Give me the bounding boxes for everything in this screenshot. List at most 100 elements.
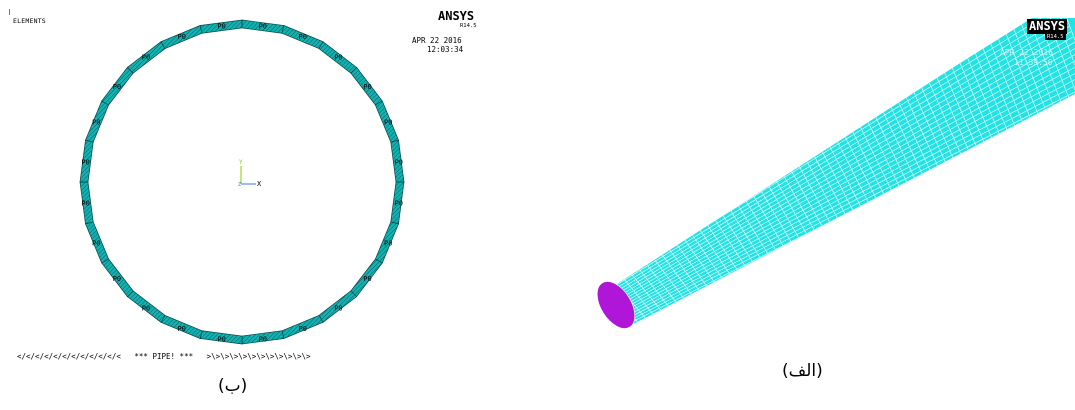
- mesh-line: [982, 48, 1018, 133]
- pipe-element: [199, 19, 243, 34]
- element-label: P0: [334, 54, 342, 62]
- mesh-line: [728, 207, 763, 261]
- mesh-line: [751, 193, 786, 249]
- element-label: P0: [178, 325, 186, 333]
- mesh-line: [959, 62, 995, 145]
- mesh-line: [790, 169, 825, 230]
- panel-3d-pipe: APR 22 2016 11:59:50 ANSYS R14.5 (الف): [590, 0, 1075, 410]
- axis-triad: Y Z X: [238, 159, 262, 188]
- time-label: 12:03:34: [427, 45, 464, 54]
- cursor-mark: [9, 9, 10, 15]
- mesh-line: [736, 202, 770, 257]
- panel-cross-section: ELEMENTS ANSYS R14.5 APR 22 2016 12:03:3…: [0, 0, 480, 410]
- version-label: R14.5: [460, 23, 477, 29]
- element-label: P0: [217, 336, 225, 344]
- mesh-line: [998, 38, 1034, 126]
- axis-y-label: Y: [239, 159, 243, 166]
- element-label: P0: [142, 54, 150, 62]
- pipe-3d-mesh: [596, 18, 1075, 329]
- time-ghost: 11:59:50: [1014, 58, 1053, 67]
- mesh-line: [697, 227, 732, 276]
- mesh-line: [851, 130, 887, 199]
- mesh-line: [898, 101, 933, 176]
- element-label: P0: [334, 304, 342, 312]
- mesh-line: [1005, 33, 1042, 122]
- mesh-line: [828, 144, 863, 211]
- ansys-brand-a: ANSYS: [1027, 19, 1068, 34]
- mesh-line: [821, 149, 856, 215]
- mesh-line: [813, 154, 848, 218]
- caption-a: (الف): [782, 361, 823, 381]
- mesh-line: [774, 178, 809, 238]
- mesh-line: [759, 188, 794, 245]
- mesh-line: [659, 251, 693, 296]
- date-label: APR 22 2016: [412, 36, 462, 45]
- mesh-line: [890, 106, 925, 180]
- element-label: P0: [363, 275, 371, 283]
- mesh-line: [682, 236, 716, 284]
- mesh-line: [913, 91, 949, 168]
- element-label: P0: [384, 119, 392, 127]
- element-label: P0: [299, 33, 307, 41]
- mesh-line: [674, 241, 708, 288]
- mesh-line: [874, 115, 910, 187]
- element-label: P0: [395, 200, 403, 208]
- mesh-line: [1028, 19, 1065, 110]
- mesh-line: [744, 198, 778, 253]
- mesh-line: [867, 120, 902, 191]
- element-label: P0: [259, 22, 267, 30]
- mesh-line: [859, 125, 894, 195]
- element-label: P0: [384, 240, 392, 248]
- date-ghost: APR 22 2016: [1000, 48, 1053, 57]
- mesh-line: [921, 86, 956, 164]
- element-label: P0: [178, 33, 186, 41]
- mesh-line: [882, 111, 918, 184]
- element-label: P0: [363, 83, 371, 91]
- element-label: P0: [299, 325, 307, 333]
- version-label-a: R14.5: [1045, 34, 1066, 40]
- element-label: P0: [113, 83, 121, 91]
- mesh-line: [628, 270, 662, 311]
- element-label: P0: [395, 158, 403, 166]
- mesh-line: [975, 53, 1011, 137]
- mesh-line: [951, 67, 987, 149]
- caption-b: (ب): [218, 376, 248, 396]
- mesh-line: [643, 260, 677, 303]
- mesh-line: [836, 140, 871, 207]
- axis-z-label: Z: [238, 182, 241, 188]
- element-label: P0: [259, 336, 267, 344]
- element-label: P0: [81, 200, 89, 208]
- element-label: P0: [113, 275, 121, 283]
- pipe-body: [598, 18, 1075, 326]
- mesh-line: [713, 217, 747, 269]
- mesh-line: [767, 183, 801, 242]
- mesh-line: [705, 222, 739, 273]
- mesh-line: [967, 57, 1003, 141]
- mesh-line: [844, 135, 879, 203]
- ansys-brand: ANSYS: [438, 9, 475, 23]
- mesh-line: [720, 212, 755, 265]
- mesh-line: [905, 96, 941, 172]
- mesh-line: [651, 256, 685, 300]
- mesh-line: [1013, 28, 1049, 118]
- mesh-line: [620, 275, 654, 315]
- elements-label: ELEMENTS: [13, 17, 46, 25]
- element-label: P0: [142, 304, 150, 312]
- mesh-line: [928, 82, 964, 160]
- mesh-line: [1021, 24, 1057, 114]
- mesh-line: [667, 246, 701, 292]
- element-label: P0: [217, 22, 225, 30]
- element-label: P0: [92, 240, 100, 248]
- mesh-line: [990, 43, 1026, 129]
- axis-x-label: X: [257, 180, 262, 188]
- pipe-cross-section-ring: P0 P0 P0 P0 P0 P0 P0 P0 P0 P0 P0 P0 P0 P0 P0 P0 P0 P0 P0 P0…: [79, 19, 405, 345]
- mesh-line: [944, 72, 980, 153]
- mesh-line: [636, 265, 670, 307]
- mesh-line: [936, 77, 972, 157]
- mesh-line: [805, 159, 840, 222]
- mesh-line: [690, 231, 724, 280]
- pipe-footer-text: </</</</</</</</</</</< *** PIPE! *** >\…: [17, 352, 311, 361]
- pipe-end-face: [596, 281, 636, 329]
- element-label: P0: [81, 158, 89, 166]
- mesh-line: [797, 164, 832, 226]
